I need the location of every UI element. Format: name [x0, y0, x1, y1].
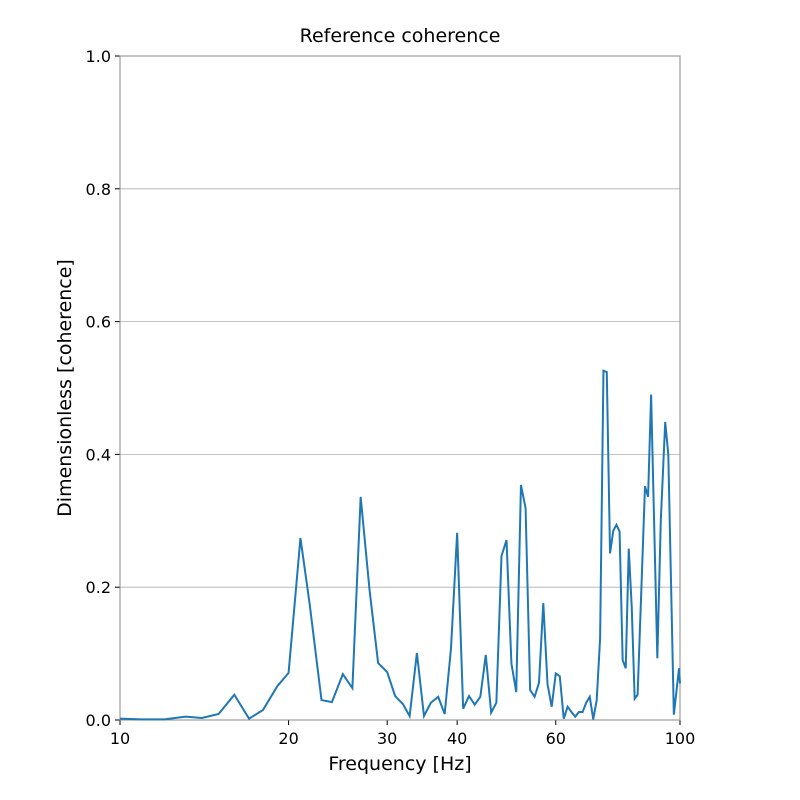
data-line [119, 369, 681, 721]
x-tick-label: 30 [377, 729, 397, 748]
x-tick-label: 100 [665, 729, 696, 748]
y-tick-label: 0.4 [86, 445, 111, 464]
y-axis-label: Dimensionless [coherence] [54, 259, 76, 517]
y-tick-label: 0.0 [86, 711, 111, 730]
x-axis-label: Frequency [Hz] [328, 753, 471, 775]
y-tick-label: 0.8 [86, 180, 111, 199]
x-tick-label: 40 [447, 729, 467, 748]
y-tick-label: 0.2 [86, 578, 111, 597]
chart-title: Reference coherence [300, 25, 501, 47]
x-tick-label: 10 [110, 729, 130, 748]
x-tick-label: 20 [278, 729, 298, 748]
x-tick-label: 60 [546, 729, 566, 748]
y-tick-label: 1.0 [86, 47, 111, 66]
plot-frame [119, 55, 681, 721]
y-tick-label: 0.6 [86, 313, 111, 332]
